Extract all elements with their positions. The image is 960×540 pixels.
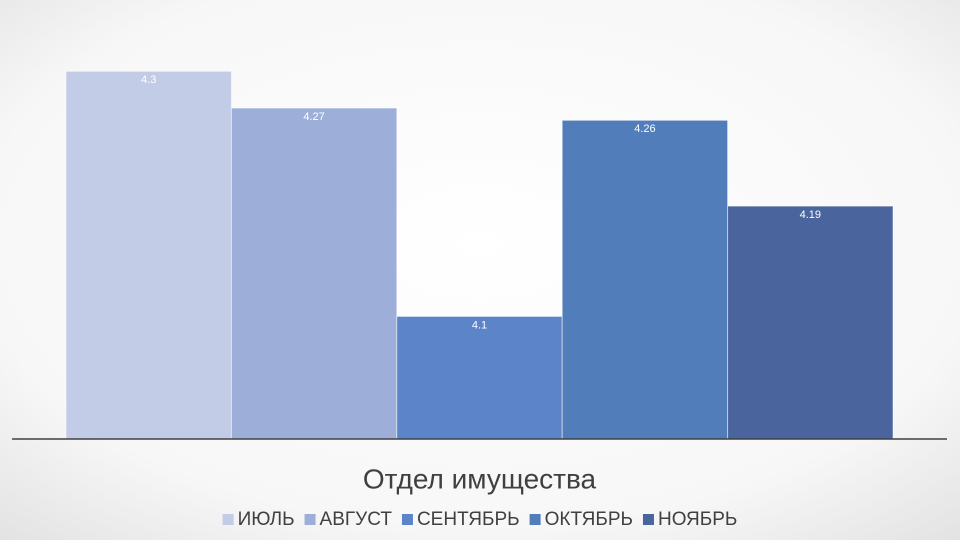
legend-marker [304,514,316,525]
legend-label: ИЮЛЬ [238,509,295,530]
data-label: 4.19 [800,209,821,221]
data-label: 4.27 [303,111,324,123]
bar [727,205,894,440]
legend-marker [401,514,413,525]
bar [65,70,232,440]
legend-marker [642,514,654,525]
legend-marker [529,514,541,525]
data-label: 4.26 [634,123,655,135]
legend-label: ОКТЯБРЬ [545,509,633,530]
x-tick-label: Отдел имущества [363,463,597,494]
data-label: 4.1 [472,319,487,331]
data-label: 4.3 [141,74,156,86]
legend-marker [222,514,234,525]
bar [561,119,729,440]
legend-label: АВГУСТ [320,509,393,530]
bar [396,315,563,440]
bar [230,107,398,440]
legend-label: СЕНТЯБРЬ [417,509,520,530]
legend-label: НОЯБРЬ [658,509,737,530]
